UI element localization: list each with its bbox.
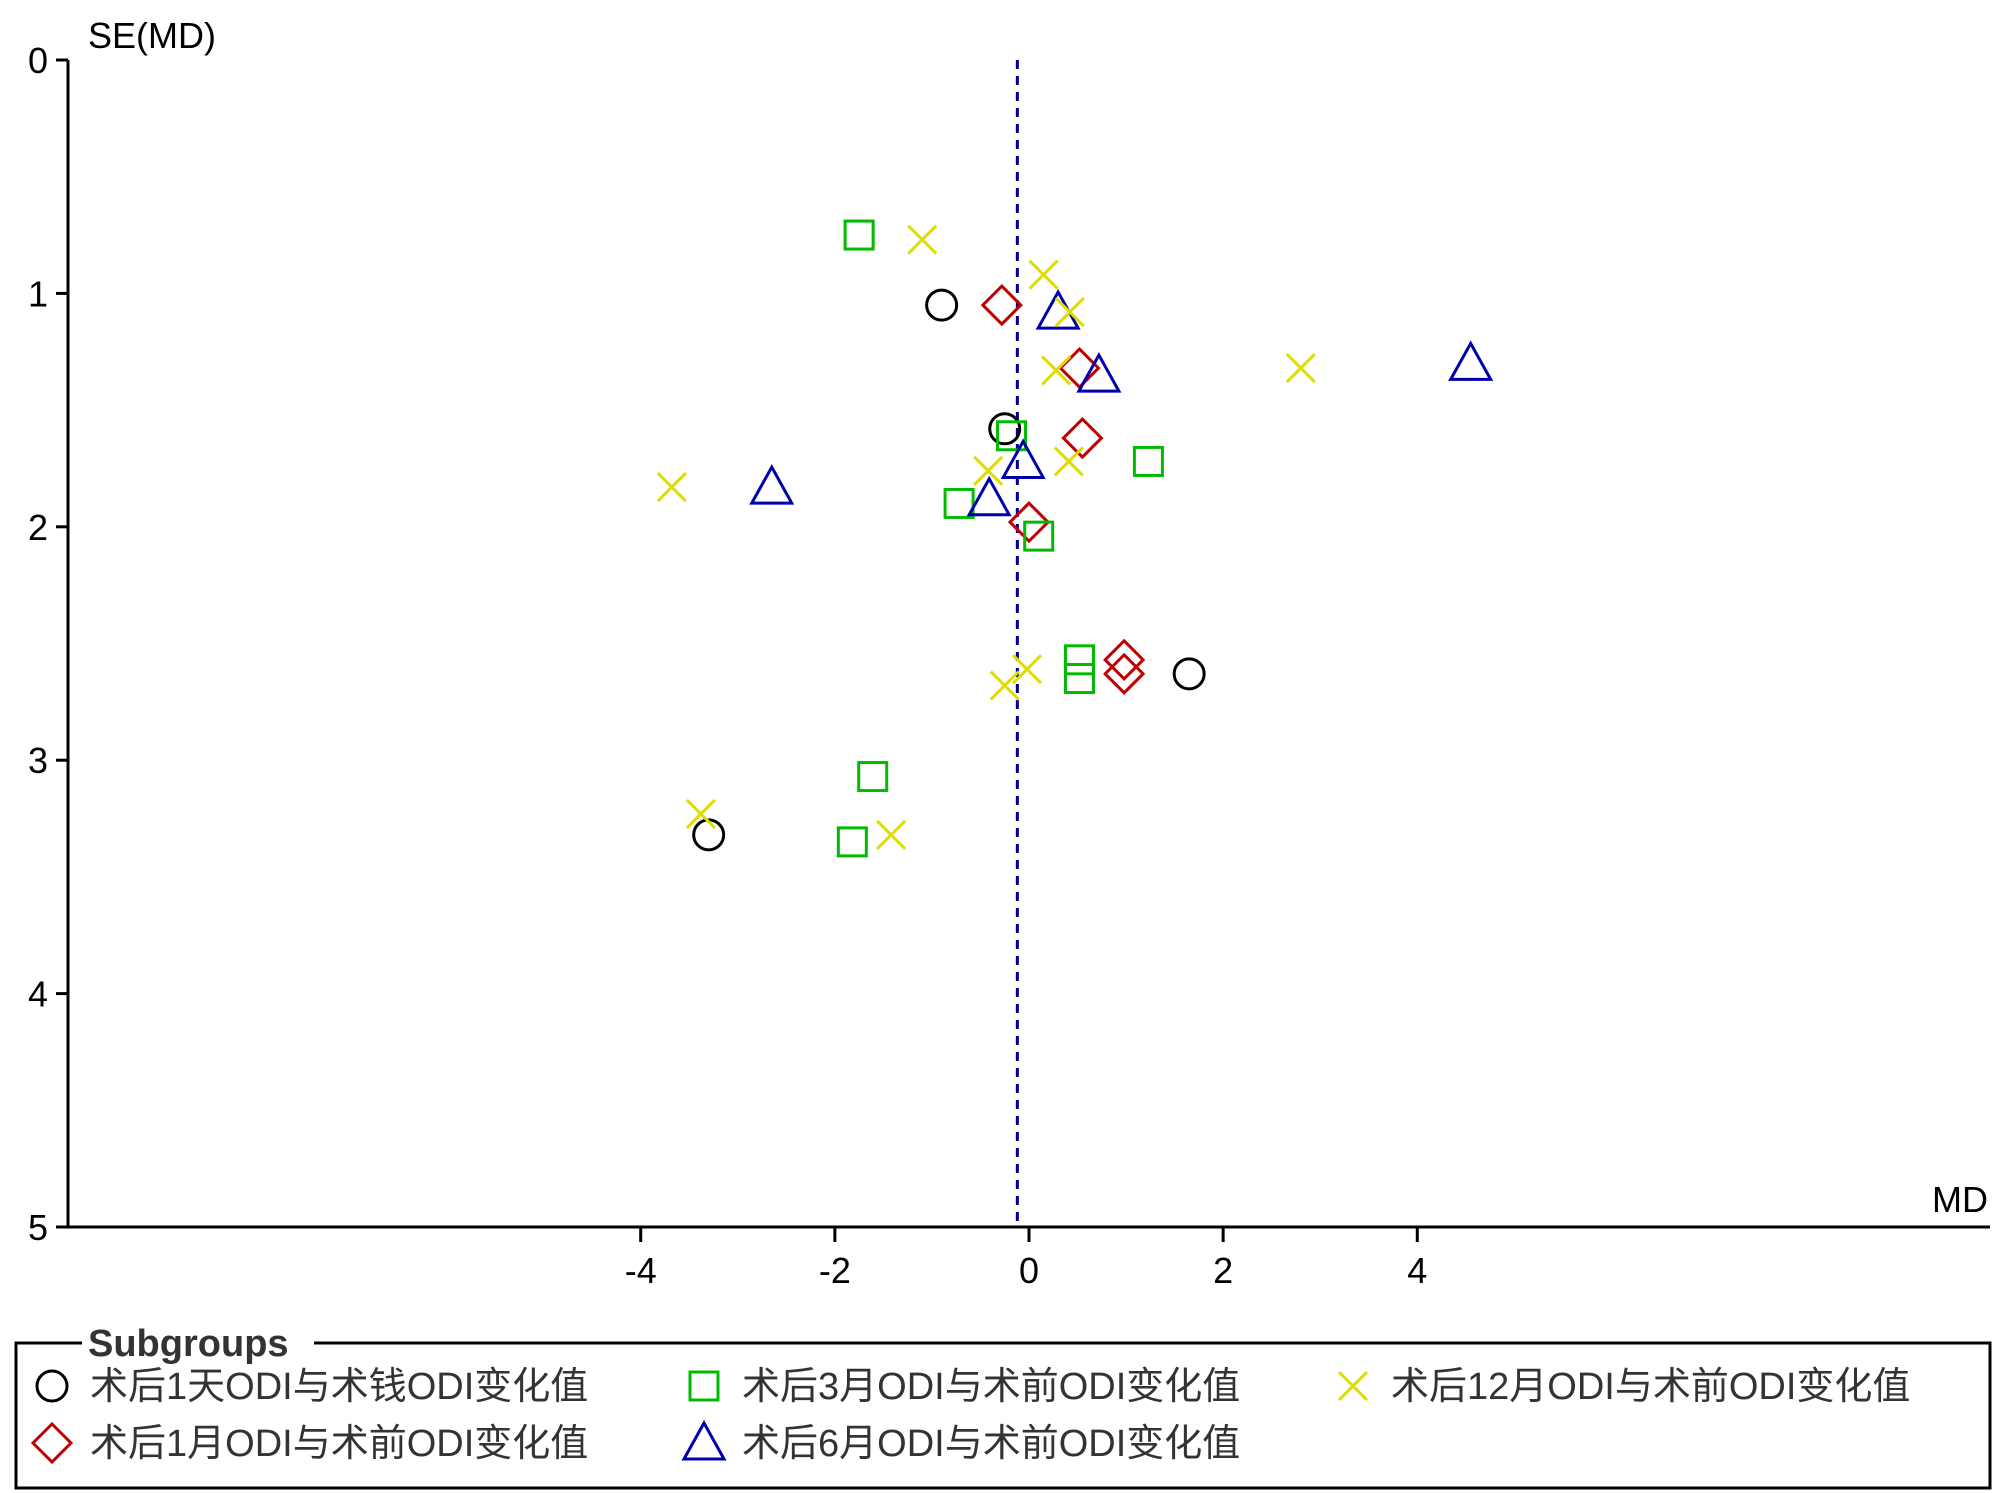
- data-point-diamond: [1103, 652, 1146, 695]
- legend-label: 术后3月ODI与术前ODI变化值: [742, 1366, 1240, 1408]
- y-tick-label: 0: [28, 40, 48, 81]
- legend-item: 术后3月ODI与术前ODI变化值: [688, 1366, 1240, 1408]
- data-point-diamond: [1061, 416, 1104, 460]
- data-point-x: [989, 670, 1020, 701]
- data-point-square: [843, 219, 875, 251]
- data-point-x: [1285, 353, 1316, 384]
- y-axis-title: SE(MD): [88, 15, 216, 56]
- x-axis-ticks: -4 -2 0 2 4: [625, 1227, 1427, 1291]
- data-point-triangle: [1448, 340, 1494, 381]
- y-tick-label: 2: [28, 507, 48, 548]
- y-tick-label: 5: [28, 1207, 48, 1248]
- legend-label: 术后1天ODI与术钱ODI变化值: [90, 1366, 588, 1408]
- data-point-triangle: [1000, 438, 1046, 479]
- legend-label: 术后1月ODI与术前ODI变化值: [90, 1423, 588, 1465]
- data-point-diamond: [1103, 638, 1146, 681]
- data-point-x: [1054, 297, 1085, 328]
- data-point-x: [685, 798, 716, 829]
- data-point-x: [907, 224, 938, 255]
- legend-title: Subgroups: [88, 1323, 289, 1365]
- data-points: [656, 219, 1494, 858]
- legend-item: 术后6月ODI与术前ODI变化值: [681, 1419, 1240, 1465]
- data-point-x: [876, 819, 907, 850]
- legend-item: 术后1月ODI与术前ODI变化值: [30, 1421, 588, 1465]
- legend-marker-x: [1337, 1370, 1369, 1402]
- legend-marker-square: [688, 1370, 720, 1402]
- x-tick-label: 0: [1019, 1250, 1039, 1291]
- data-point-square: [996, 420, 1028, 452]
- data-point-x: [1041, 355, 1072, 386]
- legend-item: 术后1天ODI与术钱ODI变化值: [35, 1366, 588, 1408]
- data-point-circle: [692, 818, 726, 852]
- data-point-diamond: [1007, 501, 1051, 544]
- legend-marker-circle: [35, 1369, 69, 1403]
- legend-label: 术后12月ODI与术前ODI变化值: [1391, 1366, 1910, 1408]
- x-axis-title: MD: [1932, 1179, 1988, 1220]
- data-point-circle: [925, 288, 959, 322]
- data-point-x: [1011, 654, 1043, 685]
- data-point-square: [836, 826, 868, 858]
- y-tick-label: 1: [28, 273, 48, 314]
- legend: Subgroups 术后1天ODI与术钱ODI变化值术后1月ODI与术前ODI变…: [14, 1323, 1992, 1490]
- data-point-x: [973, 455, 1004, 486]
- legend-frame: [14, 1341, 1992, 1490]
- legend-label: 术后6月ODI与术前ODI变化值: [742, 1423, 1240, 1465]
- data-point-triangle: [749, 464, 795, 505]
- x-tick-label: 2: [1213, 1250, 1233, 1291]
- x-tick-label: -2: [819, 1250, 851, 1291]
- data-point-square: [1063, 644, 1095, 676]
- data-point-square: [857, 761, 889, 793]
- y-tick-label: 4: [28, 974, 48, 1015]
- data-point-triangle: [1076, 352, 1122, 393]
- x-tick-label: -4: [625, 1250, 657, 1291]
- data-point-square: [943, 487, 975, 519]
- y-tick-label: 3: [28, 740, 48, 781]
- plot-frame: [66, 60, 1990, 1229]
- data-point-square: [1132, 445, 1164, 477]
- legend-item: 术后12月ODI与术前ODI变化值: [1337, 1366, 1910, 1408]
- data-point-square: [1063, 663, 1095, 695]
- legend-marker-diamond: [30, 1421, 74, 1465]
- data-point-circle: [988, 412, 1022, 446]
- data-point-x: [1028, 259, 1059, 290]
- data-point-diamond: [980, 283, 1023, 327]
- y-axis-ticks: 0 1 2 3 4 5: [28, 40, 68, 1248]
- x-tick-label: 4: [1407, 1250, 1427, 1291]
- data-point-circle: [1172, 657, 1206, 691]
- data-point-x: [1053, 446, 1084, 477]
- data-point-x: [656, 472, 687, 503]
- legend-marker-triangle: [681, 1419, 727, 1461]
- data-point-triangle: [966, 475, 1012, 517]
- data-point-square: [1023, 520, 1055, 552]
